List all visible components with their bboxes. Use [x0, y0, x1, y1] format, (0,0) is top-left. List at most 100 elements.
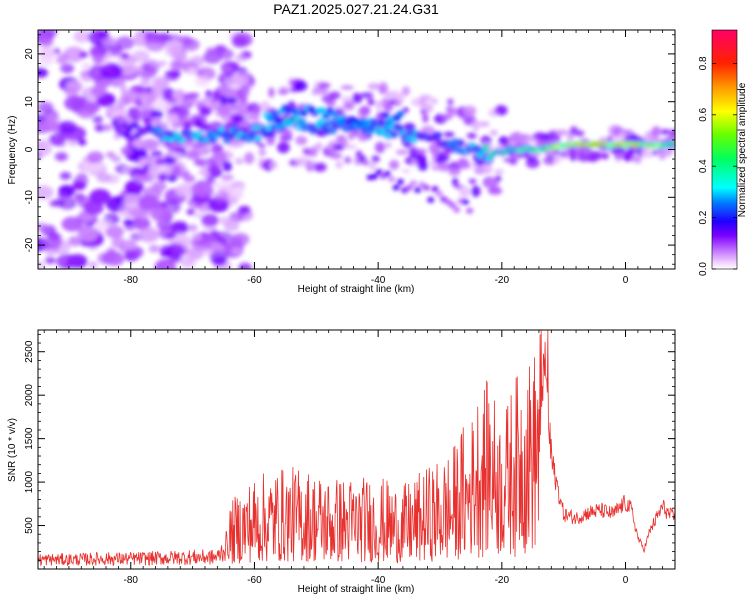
- halo-blob: [575, 130, 585, 137]
- noise-blob: [180, 257, 196, 269]
- branch-blob: [266, 116, 275, 123]
- halo-blob: [135, 98, 143, 107]
- ridge-core: [388, 125, 395, 130]
- halo-blob: [378, 82, 388, 95]
- halo-blob: [367, 83, 381, 90]
- noise-blob: [158, 226, 177, 240]
- halo-blob: [162, 87, 175, 98]
- noise-blob: [213, 191, 230, 203]
- halo-blob: [335, 160, 343, 169]
- halo-blob: [126, 140, 134, 149]
- spectrogram-panel: -80 -60 -40 -20 0 -20 -10 0 10 20 Height of strai…: [7, 29, 676, 295]
- noise-blob: [144, 175, 155, 183]
- snr-frame: [37, 329, 676, 570]
- colorbar-tick-label: 0.6: [698, 107, 709, 121]
- halo-blob: [190, 142, 204, 148]
- ridge-core: [399, 131, 406, 136]
- halo-blob: [315, 141, 323, 152]
- halo-blob: [488, 186, 503, 195]
- x-tick-label: -80: [124, 575, 139, 586]
- noise-blob: [160, 248, 172, 258]
- noise-blob: [111, 155, 122, 163]
- noise-blob: [168, 253, 182, 263]
- noise-blob: [73, 30, 91, 43]
- noise-blob: [169, 59, 185, 71]
- noise-blob: [38, 141, 52, 157]
- y-tick-label: 20: [24, 48, 35, 60]
- colorbar-ticks: 0.0 0.2 0.4 0.6 0.8: [698, 56, 737, 276]
- branch-blob: [396, 178, 404, 185]
- branch-blob: [274, 116, 282, 123]
- halo-blob: [277, 141, 290, 154]
- branch-blob: [392, 115, 401, 122]
- noise-blob: [144, 36, 166, 52]
- halo-blob: [135, 168, 148, 176]
- halo-blob: [151, 86, 164, 98]
- halo-blob: [396, 91, 405, 103]
- noise-blob: [165, 40, 184, 53]
- noise-blob: [64, 87, 79, 98]
- halo-blob: [346, 144, 358, 150]
- noise-blob: [45, 256, 56, 265]
- noise-blob: [138, 227, 160, 243]
- noise-blob: [87, 151, 104, 164]
- noise-blob: [115, 36, 135, 50]
- ridge-core: [287, 121, 294, 126]
- ridge-core: [123, 132, 130, 137]
- halo-blob: [357, 133, 368, 142]
- branch-blob: [329, 110, 338, 117]
- halo-blob: [419, 94, 433, 102]
- noise-blob: [48, 113, 61, 123]
- halo-blob: [642, 149, 655, 159]
- ridge-core: [338, 122, 344, 128]
- halo-blob: [193, 158, 205, 166]
- branch-blob: [448, 202, 456, 209]
- ridge-core: [669, 141, 675, 145]
- noise-blob: [81, 62, 91, 69]
- halo-blob: [494, 169, 504, 175]
- spectrogram-x-axis-label: Height of straight line (km): [298, 284, 415, 295]
- ridge-core: [368, 125, 375, 130]
- ridge-core: [324, 129, 331, 134]
- ridge-core: [485, 156, 492, 162]
- noise-blob: [48, 133, 65, 146]
- halo-blob: [485, 177, 500, 189]
- halo-blob: [348, 131, 355, 141]
- ridge-core: [454, 147, 461, 153]
- snr-y-axis-label: SNR (10 * v/v): [7, 418, 18, 482]
- snr-line-layer: [38, 330, 675, 567]
- branch-blob: [383, 170, 391, 177]
- noise-blob: [205, 177, 216, 185]
- halo-blob: [283, 129, 293, 138]
- halo-blob: [494, 105, 508, 116]
- noise-blob: [92, 115, 104, 124]
- ridge-core: [326, 120, 333, 126]
- halo-blob: [329, 152, 343, 160]
- noise-blob: [106, 252, 125, 266]
- halo-blob: [238, 121, 252, 128]
- halo-blob: [222, 160, 232, 172]
- halo-blob: [295, 80, 308, 92]
- halo-blob: [205, 89, 212, 99]
- halo-blob: [395, 149, 409, 155]
- noise-blob: [39, 45, 52, 55]
- noise-blob: [221, 65, 233, 74]
- noise-blob: [191, 181, 214, 198]
- ridge-core: [435, 133, 442, 138]
- halo-blob: [374, 141, 386, 154]
- halo-blob: [343, 100, 355, 111]
- noise-blob: [102, 36, 117, 47]
- noise-blob: [186, 208, 196, 216]
- noise-blob: [94, 124, 106, 132]
- noise-blob: [141, 138, 159, 151]
- noise-blob: [56, 253, 78, 269]
- ridge-core: [379, 129, 386, 134]
- noise-blob: [214, 44, 227, 54]
- halo-blob: [171, 123, 179, 130]
- noise-blob: [92, 56, 104, 64]
- noise-blob: [57, 192, 67, 199]
- ridge-core: [299, 119, 306, 124]
- noise-blob: [120, 52, 130, 60]
- halo-blob: [556, 129, 570, 136]
- ridge-core: [449, 144, 456, 149]
